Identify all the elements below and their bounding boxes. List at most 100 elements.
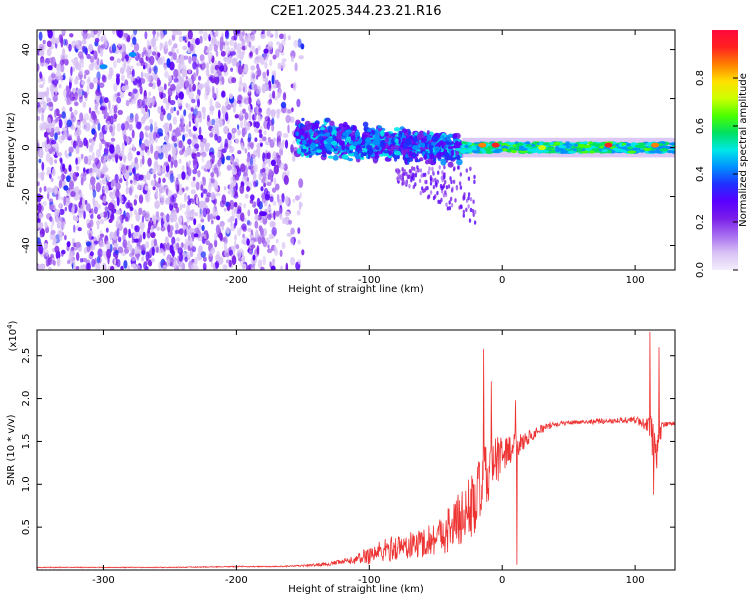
heatmap-cell [149, 123, 153, 133]
heatmap-cell [176, 30, 182, 36]
heatmap-cell [177, 247, 183, 255]
heatmap-cell [458, 181, 462, 186]
heatmap-cell [81, 153, 84, 159]
heatmap-cell [74, 101, 79, 107]
heatmap-cell [150, 179, 156, 186]
heatmap-cell [240, 212, 245, 222]
heatmap-cell [262, 136, 267, 142]
heatmap-cell [136, 151, 141, 156]
heatmap-cell [250, 229, 254, 236]
heatmap-cell [420, 173, 423, 178]
heatmap-cell [59, 53, 65, 61]
heatmap-cell [128, 228, 131, 234]
heatmap-cell [270, 159, 276, 167]
heatmap-cell [450, 203, 454, 208]
heatmap-cell [173, 261, 178, 269]
heatmap-cell [256, 197, 261, 207]
heatmap-cell [96, 220, 101, 226]
heatmap-cell [264, 152, 269, 160]
heatmap-cell [530, 143, 536, 147]
heatmap-cell [332, 154, 339, 161]
heatmap-cell [264, 82, 269, 91]
heatmap-cell [169, 173, 174, 184]
heatmap-cell [140, 143, 146, 151]
heatmap-cell [281, 242, 286, 250]
heatmap-cell [436, 152, 443, 158]
heatmap-cell [456, 158, 463, 166]
heatmap-cell [479, 148, 486, 152]
heatmap-cell [407, 146, 414, 150]
heatmap-cell [141, 182, 144, 193]
heatmap-cell [249, 109, 253, 114]
heatmap-cell [354, 131, 361, 137]
snr-y-tick-label: 0.5 [21, 519, 32, 535]
heatmap-cell [467, 196, 470, 201]
heatmap-cell [43, 131, 48, 138]
heatmap-cell [202, 111, 206, 120]
heatmap-cell [196, 66, 199, 77]
heatmap-cell [188, 132, 194, 137]
heatmap-cell [367, 154, 371, 160]
heatmap-cell [99, 212, 105, 218]
heatmap-cell [174, 143, 177, 148]
heatmap-cell [75, 241, 81, 248]
heatmap-cell [185, 186, 189, 191]
heatmap-cell [213, 180, 219, 191]
heatmap-cell [268, 233, 275, 240]
heatmap-cell [249, 51, 253, 57]
heatmap-cell [240, 163, 246, 173]
heatmap-cell [275, 183, 280, 191]
heatmap-cell [262, 255, 267, 266]
colorbar-tick-label: 0.4 [695, 166, 706, 182]
heatmap-cell [116, 122, 122, 132]
heatmap-cell [151, 51, 157, 56]
heatmap-cell [431, 142, 435, 146]
heatmap-cell [459, 149, 469, 153]
heatmap-cell [188, 91, 194, 101]
heatmap-cell [442, 193, 446, 198]
heatmap-cell [49, 83, 55, 93]
heatmap-cell [201, 137, 207, 144]
heatmap-cell [459, 185, 463, 190]
heatmap-cell [450, 179, 453, 185]
heatmap-cell [393, 150, 401, 156]
heatmap-cell [68, 251, 74, 262]
heatmap-cell [532, 141, 538, 145]
heatmap-cell [204, 45, 208, 51]
heatmap-cell [64, 206, 68, 212]
snr-y-ticks: 0.5 1.0 1.5 2.0 2.5 [21, 348, 675, 535]
heatmap-cell [283, 175, 289, 185]
heatmap-cell [469, 207, 473, 213]
heatmap-cell [198, 126, 202, 136]
heatmap-cell [175, 58, 181, 64]
heatmap-cell [82, 101, 87, 108]
heatmap-cell [181, 171, 186, 181]
heatmap-hotspot [538, 145, 547, 151]
heatmap-cell [144, 31, 148, 40]
heatmap-cell [99, 142, 103, 151]
heatmap-cell [228, 259, 232, 268]
heatmap-cell [209, 31, 213, 38]
heatmap-cell [177, 70, 181, 77]
heatmap-cell [219, 41, 223, 52]
heatmap-cell [77, 227, 82, 232]
heatmap-cell [89, 219, 94, 228]
heatmap-cell [379, 142, 385, 148]
heatmap-cell [374, 134, 380, 140]
heatmap-cell [104, 112, 109, 118]
heatmap-cell [298, 201, 302, 211]
heatmap-cell [271, 226, 277, 237]
heatmap-cell [213, 239, 218, 248]
heatmap-cell [214, 30, 219, 37]
heatmap-cell [551, 150, 556, 154]
heatmap-cell [60, 173, 64, 182]
snr-x-ticks: -300 -200 -100 0 100 [92, 330, 645, 586]
heatmap-cell [40, 263, 46, 270]
heatmap-cell [240, 41, 244, 47]
heatmap-cell [331, 140, 338, 146]
heatmap-cell [196, 152, 201, 157]
heatmap-cell [506, 149, 512, 153]
heatmap-cell [162, 177, 166, 183]
heatmap-cell [46, 166, 51, 173]
heatmap-cell [208, 43, 213, 52]
